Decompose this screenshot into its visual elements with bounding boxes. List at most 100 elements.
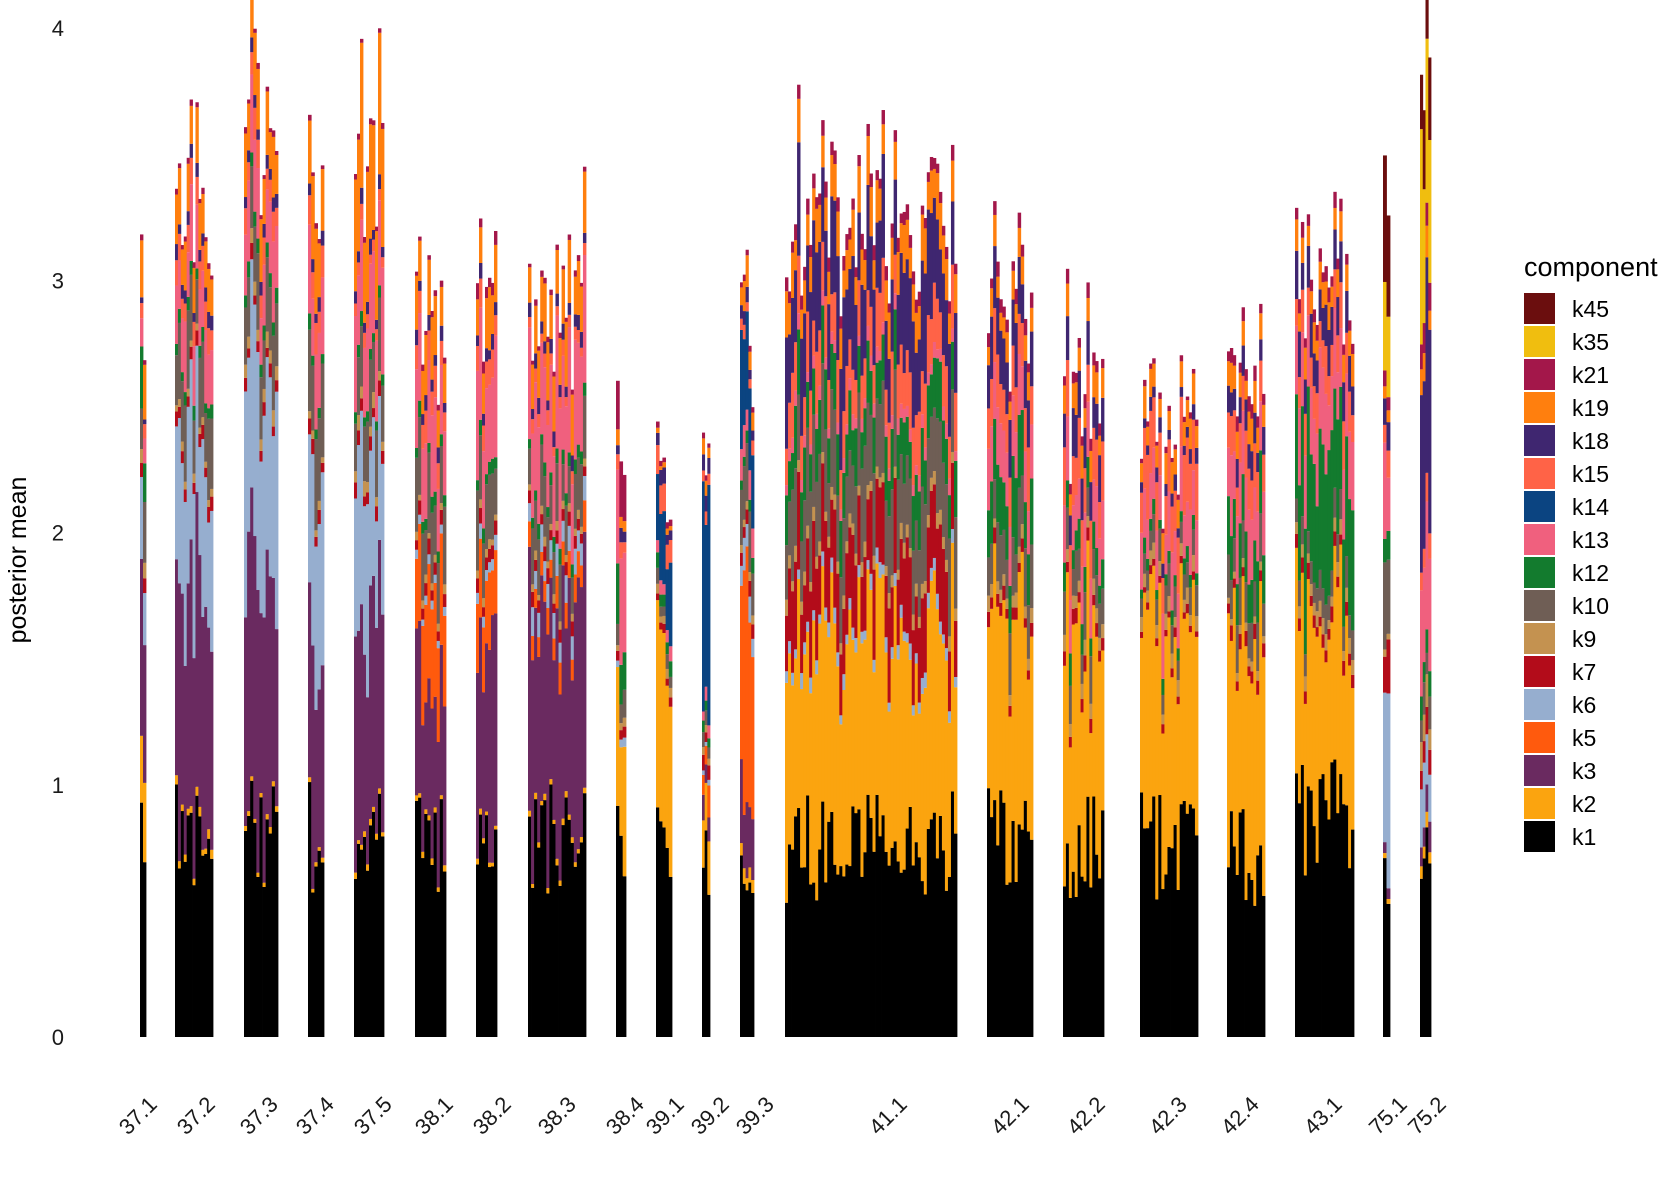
bar-segment-k14	[662, 511, 666, 585]
bar-segment-k1	[616, 805, 620, 1037]
legend-label: k18	[1572, 428, 1609, 454]
legend-label: k1	[1572, 824, 1596, 850]
bar-segment-k18	[201, 233, 205, 246]
bar-segment-k35	[1420, 129, 1424, 345]
bar-segment-k6	[268, 377, 273, 577]
bar-segment-k10	[253, 226, 257, 282]
bar-segment-k12	[622, 652, 627, 690]
bar-segment-k13	[1342, 469, 1346, 540]
bar-segment-k19	[143, 364, 147, 420]
bar-segment-k7	[262, 402, 267, 416]
bar-segment-k13	[1256, 511, 1260, 562]
bar-segment-k15	[659, 485, 663, 515]
bar-segment-k18	[1068, 515, 1073, 546]
bar-segment-k12	[317, 407, 322, 419]
x-tick-label: 42.3	[1144, 1092, 1192, 1140]
bar-segment-k19	[1188, 418, 1193, 450]
bar-segment-k12	[908, 441, 913, 479]
bar-segment-k9	[1065, 549, 1070, 562]
bar-segment-k10	[582, 395, 587, 459]
bar-segment-k10	[884, 500, 888, 567]
bar-segment-k18	[433, 355, 438, 366]
bar-segment-k7	[815, 568, 819, 661]
bar-segment-k19	[1182, 422, 1187, 446]
bar-segment-k3	[488, 649, 492, 863]
bar-segment-k3	[430, 708, 434, 859]
bar-segment-k1	[1017, 824, 1022, 1037]
bar-segment-k15	[848, 339, 852, 379]
bar-segment-k15	[369, 254, 373, 264]
bar-segment-k10	[1306, 531, 1311, 554]
bar-segment-k15	[1386, 450, 1391, 478]
bar-segment-k15	[656, 445, 660, 475]
legend-label: k7	[1572, 659, 1596, 685]
bar-segment-k12	[482, 528, 486, 544]
bar-segment-k18	[1008, 419, 1012, 478]
bar-segment-k6	[890, 647, 895, 659]
y-tick-label: 0	[52, 1025, 64, 1050]
bar-segment-k19	[183, 241, 188, 291]
bar-segment-k19	[1167, 411, 1171, 430]
bar-segment-k13	[253, 139, 257, 212]
bar-segment-k18	[878, 220, 882, 293]
bar-segment-k1	[1259, 845, 1263, 1037]
bar-segment-k2	[881, 574, 885, 816]
bar-segment-k7	[1080, 699, 1084, 713]
bar-segment-k13	[1074, 495, 1079, 531]
bar-segment-k9	[1386, 633, 1391, 640]
bar-segment-k9	[207, 500, 211, 507]
bar-segment-k2	[1297, 631, 1302, 804]
bar-segment-k18	[1232, 388, 1237, 411]
bar-segment-k10	[558, 564, 562, 622]
bar-segment-k19	[1383, 386, 1387, 399]
bar-segment-k9	[1250, 661, 1254, 672]
bar-segment-k10	[1425, 652, 1429, 675]
bar-segment-k12	[320, 354, 325, 364]
bar-segment-k6	[244, 391, 248, 618]
bar-segment-k21	[622, 474, 627, 522]
bar-segment-k9	[887, 593, 892, 609]
bar-segment-k10	[433, 505, 438, 555]
bar-segment-k9	[1014, 592, 1019, 608]
bar-segment-k18	[143, 419, 147, 425]
bar-segment-k2	[800, 689, 804, 868]
bar-segment-k9	[935, 513, 940, 529]
bar-segment-k13	[704, 686, 708, 701]
bar-segment-k19	[192, 267, 196, 314]
bar-segment-k21	[1083, 394, 1087, 409]
bar-segment-k15	[143, 424, 147, 439]
legend-swatch	[1524, 557, 1555, 588]
bar-segment-k9	[1241, 558, 1245, 568]
bar-segment-k7	[308, 418, 312, 435]
bar-segment-k21	[1342, 344, 1346, 355]
bar-segment-k18	[935, 219, 940, 299]
bar-segment-k9	[1185, 587, 1190, 604]
bar-segment-k2	[567, 814, 572, 820]
bar-segment-k18	[748, 369, 752, 380]
bar-segment-k21	[619, 461, 624, 517]
bar-segment-k12	[902, 422, 907, 484]
bar-segment-k21	[872, 245, 876, 261]
bar-segment-k18	[800, 338, 804, 436]
bar-segment-k19	[1295, 219, 1299, 251]
bar-segment-k18	[662, 467, 666, 484]
bar-segment-k18	[702, 454, 706, 471]
bar-segment-k18	[1011, 299, 1015, 346]
bar-segment-k10	[932, 407, 937, 472]
bar-segment-k13	[662, 584, 666, 595]
bar-segment-k13	[920, 414, 925, 428]
bar-segment-k7	[360, 398, 364, 411]
bar-segment-k2	[821, 566, 825, 802]
bar-segment-k7	[1321, 634, 1325, 648]
bar-segment-k19	[372, 125, 376, 230]
bar-segment-k1	[881, 815, 885, 1037]
bar-segment-k2	[887, 711, 892, 866]
bar-segment-k1	[476, 864, 480, 1037]
bar-group-39.3	[740, 249, 755, 1037]
bar-segment-k18	[999, 330, 1003, 385]
bar-segment-k7	[866, 499, 870, 561]
bar-segment-k7	[1086, 527, 1090, 541]
bar-segment-k19	[950, 160, 955, 202]
bar-segment-k12	[740, 480, 744, 490]
bar-segment-k13	[1321, 367, 1325, 445]
